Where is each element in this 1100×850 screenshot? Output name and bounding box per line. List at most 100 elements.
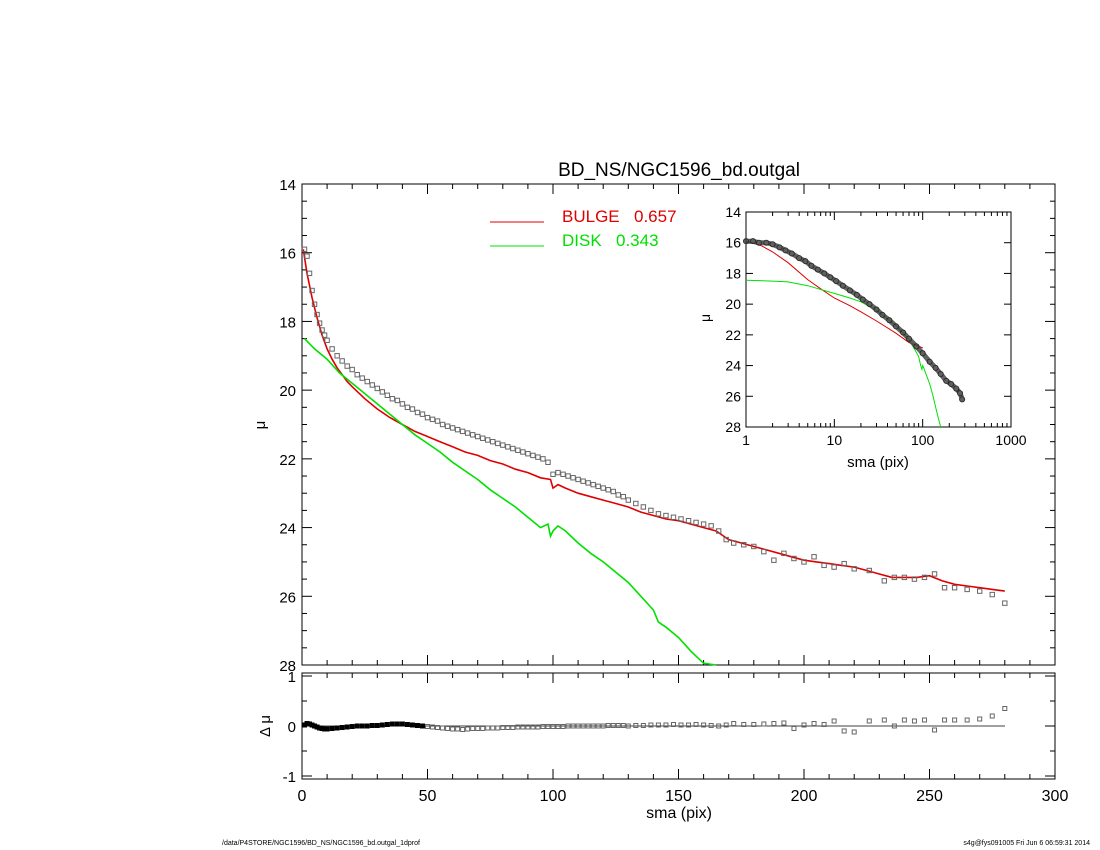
data-point	[424, 414, 431, 421]
main-y-tick-label: 20	[279, 383, 296, 400]
data-point	[444, 423, 451, 429]
residual-point	[771, 721, 777, 726]
residual-x-axis: 0 50 100 150 200 250 300	[298, 673, 1069, 805]
series-line-disk	[303, 338, 717, 666]
residual-point	[1002, 706, 1008, 711]
inset-y-tick-label: 18	[725, 265, 741, 281]
inset-x-tick-label: 100	[911, 432, 935, 448]
data-point	[429, 416, 436, 423]
data-point	[464, 430, 471, 436]
inset-data-point	[788, 250, 795, 257]
data-point	[891, 574, 898, 581]
inset-series-line-disk	[745, 279, 942, 428]
residual-point	[419, 723, 425, 729]
data-point	[625, 497, 631, 503]
data-point	[454, 426, 461, 433]
inset-data-point	[913, 343, 920, 350]
data-point	[648, 507, 654, 514]
data-point	[306, 270, 313, 277]
residual-point	[510, 725, 516, 730]
inset-data-point	[743, 238, 750, 245]
inset-data-point	[821, 270, 828, 277]
data-point	[911, 576, 918, 582]
residual-point	[515, 724, 521, 730]
residual-point	[663, 722, 669, 728]
data-point	[324, 337, 330, 344]
inset-x-axis: 1 10 100 1000	[742, 212, 1027, 448]
residual-point	[693, 722, 699, 727]
data-point	[434, 418, 441, 424]
data-point	[520, 449, 526, 455]
data-point	[419, 411, 426, 417]
residual-point	[741, 722, 747, 727]
chart-title: BD_NS/NGC1596_bd.outgal	[558, 160, 800, 181]
data-point	[565, 473, 571, 479]
data-point	[633, 500, 639, 507]
inset-y-axis: 14 16 18 20 22 24 26 28	[725, 204, 1011, 435]
inset-data-point	[814, 266, 821, 273]
residual-point	[942, 717, 948, 723]
inset-data-point	[839, 282, 846, 289]
inset-y-tick-label: 14	[725, 204, 741, 220]
residual-point	[964, 717, 970, 723]
data-point	[469, 432, 476, 438]
data-point	[301, 246, 308, 252]
legend-bulge-name: BULGE	[562, 207, 620, 226]
residual-point	[364, 723, 370, 729]
data-point	[309, 287, 315, 294]
legend-disk-name: DISK	[562, 231, 602, 250]
residual-point	[821, 722, 827, 727]
main-y-tick-label: 22	[279, 452, 296, 469]
residual-x-tick-label: 300	[1042, 788, 1069, 805]
data-point	[791, 555, 797, 562]
residual-y-axis-label: Δ μ	[257, 715, 274, 737]
main-y-tick-label: 28	[279, 658, 296, 675]
data-point	[605, 487, 611, 493]
residual-point	[670, 722, 676, 727]
residual-point	[495, 725, 501, 731]
data-point	[364, 378, 370, 385]
data-point	[329, 346, 335, 352]
inset-data-point	[948, 380, 955, 387]
residual-point	[625, 723, 631, 729]
data-point	[700, 521, 707, 527]
residual-point	[530, 724, 536, 730]
data-point	[655, 511, 662, 517]
main-y-tick-label: 14	[279, 177, 296, 194]
data-point	[304, 253, 310, 259]
data-point	[977, 588, 983, 594]
residual-point	[550, 724, 556, 729]
data-point	[693, 519, 699, 526]
inset-data-point	[827, 274, 834, 281]
legend-disk-value: 0.343	[616, 231, 659, 250]
residual-point	[555, 724, 561, 729]
residual-point	[580, 723, 586, 729]
residual-point	[791, 726, 797, 731]
residual-point	[932, 727, 938, 733]
residual-point	[901, 717, 907, 723]
data-point	[374, 385, 381, 392]
main-y-tick-label: 16	[279, 246, 296, 263]
data-point	[941, 584, 948, 591]
inset-data-point	[755, 239, 762, 246]
residual-point	[716, 723, 722, 729]
data-point	[349, 366, 355, 373]
residual-point	[560, 724, 566, 729]
inset-data-point	[886, 317, 893, 324]
residual-point	[831, 718, 837, 724]
data-point	[550, 471, 556, 478]
data-point	[731, 540, 737, 546]
residual-point	[595, 723, 601, 729]
inset-background	[746, 212, 1011, 427]
residual-point	[989, 713, 995, 719]
residual-point	[851, 729, 857, 735]
residual-point	[640, 723, 646, 728]
inset-data-point	[873, 306, 880, 313]
data-point	[545, 459, 551, 465]
inset-x-axis-label: sma (pix)	[847, 454, 909, 471]
inset-x-tick-label: 1000	[995, 432, 1026, 448]
data-point	[389, 396, 396, 402]
data-point	[841, 560, 847, 567]
data-point	[708, 523, 714, 529]
residual-point	[470, 726, 476, 731]
